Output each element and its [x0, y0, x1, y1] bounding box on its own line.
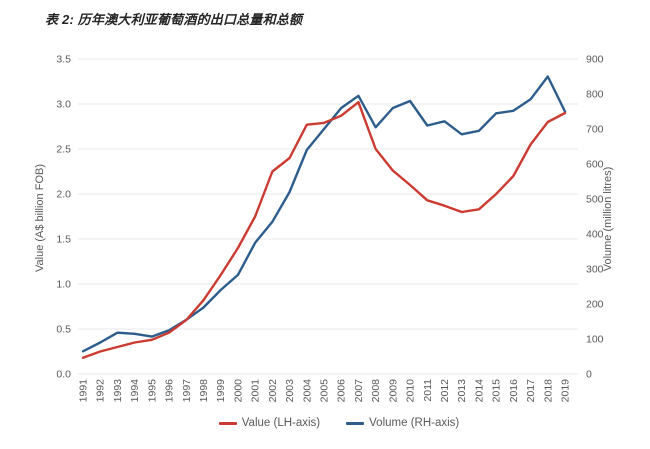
x-axis-tick-label: 1994: [129, 379, 141, 403]
y-axis-tick-label-left: 2.0: [56, 189, 71, 201]
x-axis-tick-label: 2010: [405, 379, 417, 403]
x-axis-tick-label: 2005: [319, 379, 331, 403]
x-axis-tick-label: 2007: [353, 379, 365, 403]
y-axis-tick-label-left: 1.5: [56, 234, 71, 246]
x-axis-tick-label: 2014: [473, 379, 485, 403]
x-axis-tick-label: 2004: [301, 379, 313, 403]
x-axis-tick-label: 2011: [422, 379, 434, 402]
y-axis-tick-label-left: 3.5: [56, 54, 71, 66]
x-axis-tick-label: 1993: [112, 379, 124, 403]
y-axis-tick-label-right: 400: [586, 229, 604, 241]
y-axis-tick-label-left: 3.0: [56, 99, 71, 111]
chart-title: 表 2: 历年澳大利亚葡萄酒的出口总量和总额: [45, 12, 303, 27]
value-line: [81, 100, 567, 359]
x-axis-tick-label: 2002: [267, 379, 279, 403]
legend-item-volume: Volume (RH-axis): [346, 417, 459, 429]
x-axis-tick-label: 1999: [215, 379, 227, 403]
legend: Value (LH-axis) Volume (RH-axis): [14, 417, 650, 429]
x-axis-tick-label: 2008: [370, 379, 382, 403]
value-line-marker-icon: [218, 421, 237, 425]
x-axis-tick-label: 2006: [336, 379, 348, 403]
y-axis-tick-label-left: 0.5: [56, 324, 71, 336]
volume-line: [81, 75, 567, 353]
x-axis-tick-label: 2003: [284, 379, 296, 403]
right-axis-title: Volume (million litres): [602, 166, 614, 272]
y-axis-tick-label-right: 0: [586, 369, 592, 381]
x-axis-tick-label: 2016: [508, 379, 520, 403]
x-axis-tick-label: 1997: [181, 379, 193, 403]
x-axis-tick-label: 1996: [164, 379, 176, 403]
y-axis-tick-label-right: 200: [586, 299, 604, 311]
y-axis-tick-label-right: 800: [586, 89, 604, 101]
y-axis-tick-label-left: 1.0: [56, 279, 71, 291]
volume-line-marker-icon: [346, 421, 365, 425]
x-axis-tick-label: 2001: [250, 379, 262, 403]
y-axis-tick-label-right: 700: [586, 124, 604, 136]
x-axis-tick-label: 1991: [78, 379, 90, 403]
y-axis-tick-label-right: 100: [586, 334, 604, 346]
x-axis-tick-label: 2015: [491, 379, 503, 403]
y-axis-tick-label-right: 600: [586, 159, 604, 171]
x-axis-tick-label: 2012: [439, 379, 451, 403]
y-axis-tick-label-right: 900: [586, 54, 604, 66]
x-axis-tick-label: 2017: [525, 379, 537, 403]
x-axis-tick-label: 1992: [95, 379, 107, 403]
x-axis-tick-label: 1998: [198, 379, 210, 403]
x-axis-tick-label: 2019: [560, 379, 572, 403]
y-axis-tick-label-left: 0.0: [56, 369, 71, 381]
legend-label-volume: Volume (RH-axis): [369, 417, 460, 429]
legend-item-value: Value (LH-axis): [218, 417, 321, 429]
x-axis-tick-label: 2009: [387, 379, 399, 403]
y-axis-tick-label-right: 300: [586, 264, 604, 276]
y-axis-tick-label-left: 2.5: [56, 144, 71, 156]
left-axis-title: Value (A$ billion FOB): [34, 163, 46, 273]
x-axis-tick-label: 2013: [456, 379, 468, 403]
legend-label-value: Value (LH-axis): [241, 417, 321, 429]
y-axis-tick-label-right: 500: [586, 194, 604, 206]
x-axis-tick-label: 2000: [232, 379, 244, 403]
x-axis-tick-label: 2018: [542, 379, 554, 403]
x-axis-tick-label: 1995: [146, 379, 158, 403]
